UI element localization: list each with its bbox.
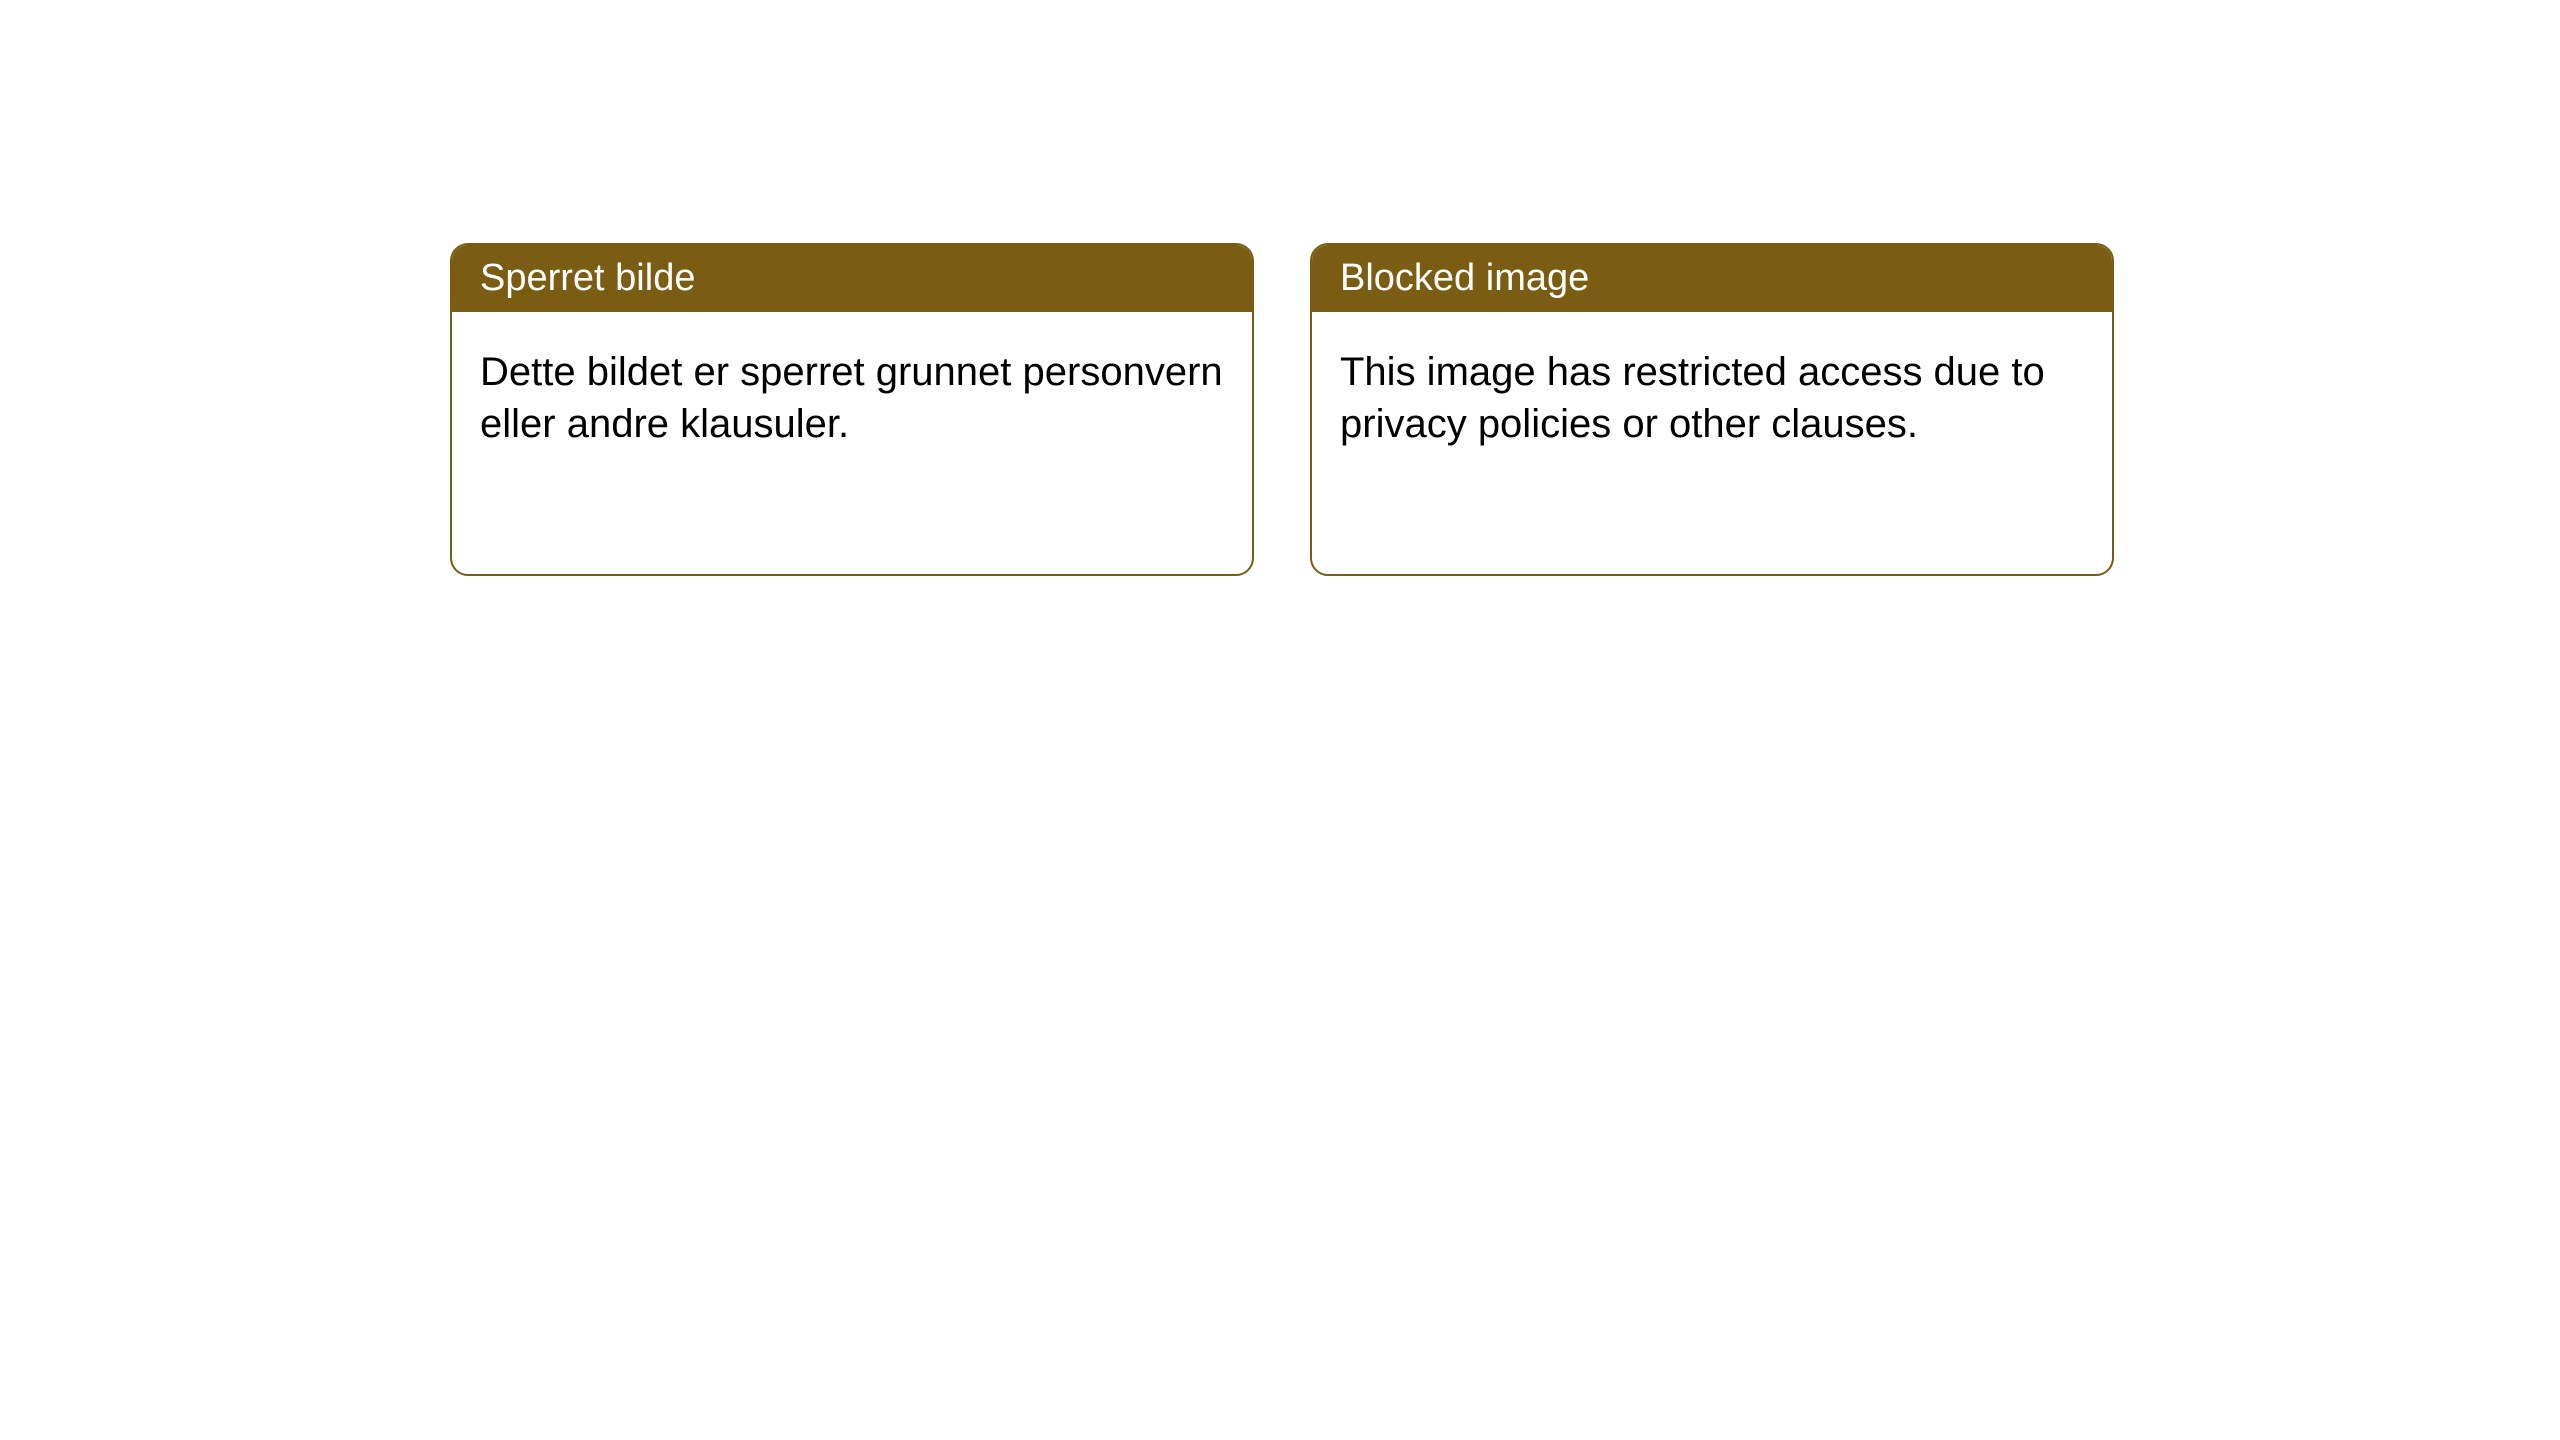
notice-box-norwegian: Sperret bilde Dette bildet er sperret gr… [450,243,1254,576]
notice-box-english: Blocked image This image has restricted … [1310,243,2114,576]
notice-body-norwegian: Dette bildet er sperret grunnet personve… [452,312,1252,484]
notice-title-english: Blocked image [1312,245,2112,312]
notice-title-norwegian: Sperret bilde [452,245,1252,312]
notice-container: Sperret bilde Dette bildet er sperret gr… [0,0,2560,576]
notice-body-english: This image has restricted access due to … [1312,312,2112,484]
